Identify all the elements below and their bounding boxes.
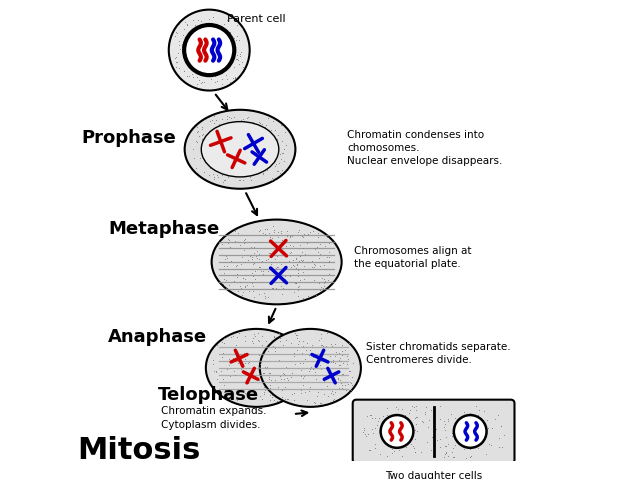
Text: Parent cell: Parent cell (226, 14, 285, 24)
Circle shape (454, 415, 487, 448)
Text: Chromatin condenses into
chomosomes.
Nuclear envelope disappears.: Chromatin condenses into chomosomes. Nuc… (347, 130, 502, 166)
Text: Chromatin expands.
Cytoplasm divides.: Chromatin expands. Cytoplasm divides. (161, 406, 267, 430)
Text: Metaphase: Metaphase (108, 220, 219, 238)
Text: Prophase: Prophase (81, 129, 176, 147)
Ellipse shape (169, 10, 249, 91)
Text: Mitosis: Mitosis (77, 436, 200, 465)
FancyBboxPatch shape (353, 399, 514, 463)
Text: Anaphase: Anaphase (108, 328, 207, 346)
Ellipse shape (201, 122, 279, 177)
Ellipse shape (212, 219, 341, 304)
Text: Sister chromatids separate.
Centromeres divide.: Sister chromatids separate. Centromeres … (366, 342, 511, 365)
Text: Chromosomes align at
the equatorial plate.: Chromosomes align at the equatorial plat… (353, 246, 471, 269)
Ellipse shape (184, 110, 295, 189)
Ellipse shape (206, 329, 307, 407)
Ellipse shape (260, 329, 361, 407)
Text: Telophase: Telophase (158, 386, 259, 404)
Circle shape (381, 415, 413, 448)
Circle shape (184, 25, 234, 75)
Text: Two daughter cells: Two daughter cells (385, 471, 482, 479)
